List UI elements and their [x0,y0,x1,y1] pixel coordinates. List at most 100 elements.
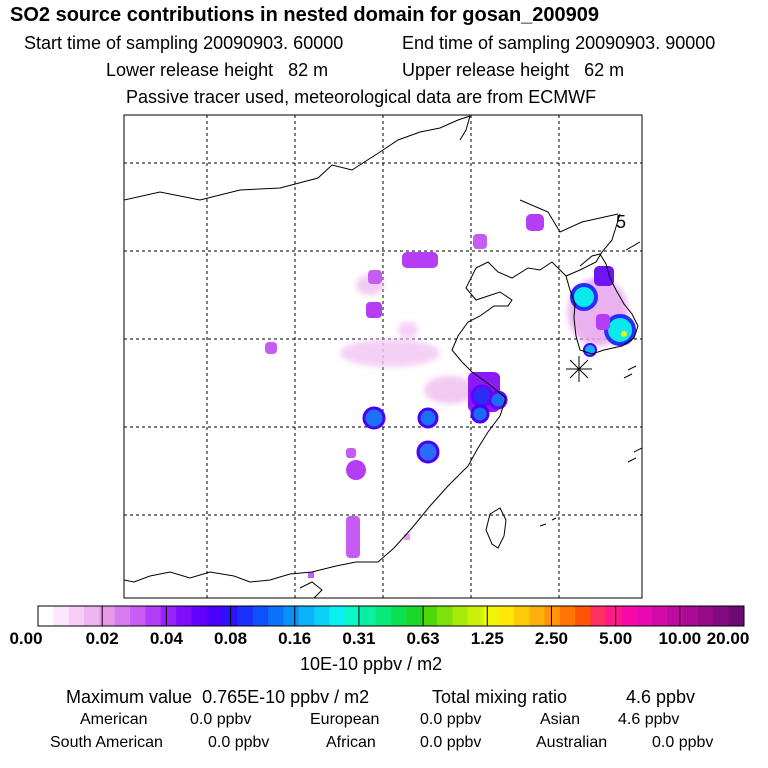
colorbar-swatch [283,606,300,626]
tracer-note: Passive tracer used, meteorological data… [126,87,597,107]
colorbar-swatch [559,606,576,626]
colorbar-swatch [728,606,745,626]
max-value: Maximum value 0.765E-10 ppbv / m2 [66,687,369,708]
colorbar-swatch [375,606,392,626]
plume-korea-center [621,331,627,337]
colorbar-swatch [329,606,346,626]
region-asian-name: Asian [540,711,581,728]
colorbar-swatch [114,606,131,626]
release-lower: Lower release height 82 m [106,60,328,81]
colorbar-swatch [682,606,699,626]
coastline-taiwan [485,507,507,549]
release-lower-value: 82 m [288,60,329,80]
colorbar-swatch [344,606,361,626]
plume-layer [265,214,636,578]
max-value-label: Maximum value [66,687,193,707]
plume-hotspot-1 [362,406,386,430]
plume-east-core-3 [470,404,490,424]
plume-south-strip [346,516,360,558]
sampling-start-value: 20090903. 60000 [203,33,344,53]
plume-north-1 [402,252,438,268]
colorbar-swatch [437,606,453,626]
sampling-end: End time of sampling 20090903. 90000 [402,33,715,54]
sampling-end-label: End time of sampling [402,33,571,53]
total-mixing-value: 4.6 ppbv [626,687,696,707]
coastline-hainan [299,581,323,598]
plume-hotspot-4 [346,460,366,480]
colorbar-swatch [421,606,438,626]
region-african-name: African [326,734,376,751]
region-south-american-value: 0.0 ppbv [208,734,270,751]
colorbar-swatch [99,606,116,626]
colorbar-swatch [191,606,208,626]
region-asian-value: 4.6 ppbv [618,711,680,728]
region-south-american-name: South American [50,734,163,751]
sampling-start-label: Start time of sampling [24,33,199,53]
plume-hotspot-3 [416,440,440,464]
colorbar-swatch [483,606,499,626]
plume-faint-east [424,376,476,404]
colorbar-label: 10.00 [658,629,702,648]
map-contour-label: 5 [616,212,626,232]
sampling-end-value: 20090903. 90000 [575,33,716,53]
colorbar-label: 0.00 [9,629,43,648]
plume-faint-central [340,339,440,367]
colorbar-swatch [636,606,653,626]
receptor-marker [566,356,592,382]
max-value-number: 0.765E-10 ppbv / m2 [202,687,370,707]
region-australian-name: Australian [536,734,608,751]
plume-korea-2 [570,283,598,311]
plume-west [265,342,277,354]
coastline-layer [124,115,642,598]
plume-korea-3 [604,314,636,346]
plume-tiny-2 [404,534,410,540]
release-upper: Upper release height 62 m [402,60,624,81]
region-american-name: American [80,711,148,728]
colorbar-swatch [498,606,515,626]
region-european-name: European [310,711,380,728]
colorbar-swatch [130,606,146,626]
colorbar-label: 0.63 [406,629,440,648]
colorbar-swatch [160,606,177,626]
colorbar-swatch [713,606,730,626]
colorbar-swatch [206,606,223,626]
colorbar-swatch [360,606,377,626]
colorbar-swatch [667,606,684,626]
colorbar-label: 5.00 [599,629,633,648]
page-title: SO2 source contributions in nested domai… [10,4,600,26]
colorbar-swatch [252,606,269,626]
total-mixing-label: Total mixing ratio [432,687,568,707]
colorbar-swatch [605,606,622,626]
colorbar-swatch [697,606,714,626]
plume-tiny-1 [308,572,314,578]
colorbar-swatch [176,606,192,626]
sampling-start: Start time of sampling 20090903. 60000 [24,33,343,54]
colorbar-swatch [575,606,592,626]
plume-hotspot-5 [346,448,356,458]
plume-north-3 [473,234,487,249]
region-african-value: 0.0 ppbv [420,734,482,751]
colorbar-swatch [84,606,100,626]
colorbar-frame [37,605,745,627]
plume-north-5 [366,302,382,318]
colorbar-label: 0.04 [149,629,183,648]
colorbar-swatch [298,606,315,626]
plume-faint-mid [398,322,418,338]
release-upper-value: 62 m [584,60,625,80]
coastline-japan [539,241,642,527]
plume-korea-5 [596,314,610,330]
colorbar-swatch [38,606,54,626]
plume-hotspot-2 [417,407,439,429]
region-european-value: 0.0 ppbv [420,711,482,728]
colorbar-label: 1.25 [470,629,504,648]
colorbar-label: 0.16 [278,629,312,648]
colorbar-swatch [391,606,407,626]
colorbar [37,605,745,627]
colorbar-swatch [145,606,162,626]
colorbar-swatch [544,606,561,626]
colorbar-swatch [268,606,285,626]
region-australian-value: 0.0 ppbv [652,734,714,751]
coastline-china [124,261,567,583]
colorbar-label: 0.02 [85,629,119,648]
colorbar-swatch [621,606,638,626]
